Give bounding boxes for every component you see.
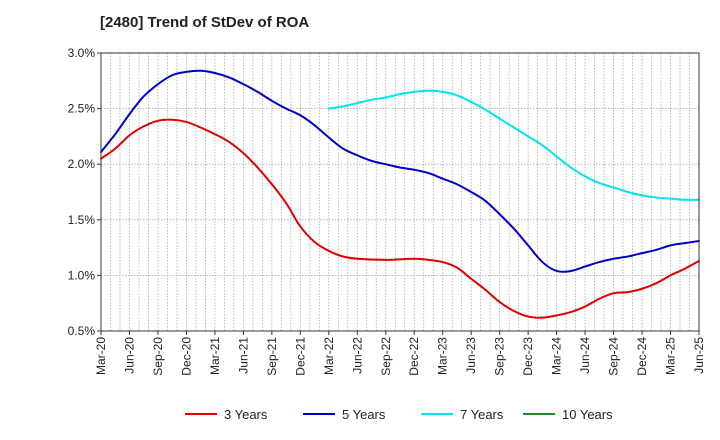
y-tick-label: 1.5% [68, 213, 96, 227]
x-tick-label: Sep-21 [265, 337, 279, 376]
x-tick-label: Mar-21 [208, 337, 222, 375]
y-tick-label: 0.5% [68, 324, 96, 338]
plot-frame [100, 52, 700, 332]
series-line-7-years [327, 89, 700, 201]
legend-label: 3 Years [224, 407, 268, 422]
x-tick-label: Mar-25 [664, 337, 678, 375]
x-tick-label: Jun-24 [578, 337, 592, 374]
x-tick-label: Dec-22 [407, 337, 421, 376]
x-tick-label: Dec-24 [635, 337, 649, 376]
x-tick-label: Dec-23 [521, 337, 535, 376]
y-tick-label: 2.5% [68, 102, 96, 116]
series-line-5-years [100, 69, 700, 273]
grid-lines [101, 53, 699, 331]
x-tick-label: Dec-20 [179, 337, 193, 376]
x-tick-label: Jun-25 [692, 337, 706, 374]
y-tick-label: 2.0% [68, 157, 96, 171]
series-lines [100, 69, 700, 319]
x-tick-label: Sep-24 [607, 337, 621, 376]
x-tick-label: Mar-20 [94, 337, 108, 375]
plot-background [101, 53, 699, 331]
x-tick-label: Jun-23 [464, 337, 478, 374]
axes: 0.5% 1.0% 1.5% 2.0% 2.5% 3.0% Mar-20 Jun-20 Sep-… [68, 46, 706, 376]
x-tick-label: Jun-22 [350, 337, 364, 374]
legend-label: 5 Years [342, 407, 386, 422]
x-tick-label: Mar-22 [322, 337, 336, 375]
legend-label: 10 Years [562, 407, 613, 422]
x-tick-label: Sep-22 [379, 337, 393, 376]
plot-area [101, 53, 699, 331]
x-tick-label: Jun-21 [236, 337, 250, 374]
legend-label: 7 Years [460, 407, 504, 422]
y-tick-label: 1.0% [68, 268, 96, 282]
x-tick-label: Jun-20 [122, 337, 136, 374]
x-tick-label: Sep-20 [151, 337, 165, 376]
x-tick-label: Mar-23 [436, 337, 450, 375]
y-tick-label: 3.0% [68, 46, 96, 60]
x-tick-label: Sep-23 [493, 337, 507, 376]
legend: 3 Years 5 Years 7 Years 10 Years [185, 407, 613, 422]
chart-title: [2480] Trend of StDev of ROA [100, 14, 310, 31]
x-tick-label: Dec-21 [293, 337, 307, 376]
series-line-3-years [100, 118, 700, 319]
x-tick-label: Mar-24 [550, 337, 564, 375]
